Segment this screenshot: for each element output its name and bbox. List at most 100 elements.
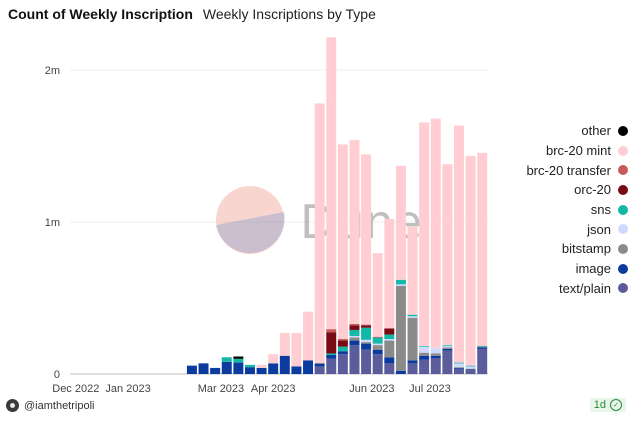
bar-segment-image[interactable] [210,367,221,374]
bar-segment-bitstamp[interactable] [349,337,360,341]
bar-segment-json[interactable] [442,345,453,348]
bar-segment-image[interactable] [453,367,464,369]
bar-segment-brc-20-mint[interactable] [395,165,406,280]
bar-segment-sns[interactable] [221,357,232,362]
bar-segment-brc-20-mint[interactable] [279,332,290,356]
bar-segment-orc-20[interactable] [326,332,337,354]
bar-segment-brc-20-mint[interactable] [291,332,302,367]
bar-segment-json[interactable] [465,366,476,369]
bar-segment-brc-20-mint[interactable] [465,155,476,366]
bar-segment-json[interactable] [407,316,418,318]
bar-segment-sns[interactable] [233,358,244,363]
bar-segment-image[interactable] [256,367,267,374]
bar-segment-orc-20[interactable] [337,340,348,347]
bar-segment-brc-20-mint[interactable] [326,37,337,330]
bar-segment-sns[interactable] [384,334,395,340]
bar-segment-other[interactable] [233,356,244,359]
legend-item[interactable]: other [500,121,628,141]
bar-segment-brc-20-mint[interactable] [256,364,267,368]
bar-segment-brc-20-mint[interactable] [430,118,441,349]
bar-segment-sns[interactable] [477,345,488,347]
bar-segment-image[interactable] [326,355,337,359]
bar-segment-brc-20-mint[interactable] [314,103,325,364]
bar-segment-bitstamp[interactable] [442,347,453,349]
bar-segment-brc-20-transfer[interactable] [326,329,337,333]
bar-segment-image[interactable] [314,363,325,367]
bar-segment-json[interactable] [384,339,395,341]
author-link[interactable]: @iamthetripoli [6,399,94,412]
bar-segment-json[interactable] [372,343,383,346]
bar-segment-json[interactable] [430,348,441,354]
legend-item[interactable]: json [500,219,628,239]
bar-segment-sns[interactable] [453,362,464,364]
bar-segment-brc-20-mint[interactable] [442,164,453,346]
legend-item[interactable]: text/plain [500,279,628,299]
bar-segment-bitstamp[interactable] [395,285,406,371]
bar-segment-sns[interactable] [337,346,348,352]
bar-segment-image[interactable] [198,363,209,374]
bar-segment-sns[interactable] [349,329,360,336]
legend-item[interactable]: orc-20 [500,180,628,200]
bar-segment-brc-20-mint[interactable] [407,226,418,315]
bar-segment-brc-20-transfer[interactable] [337,339,348,341]
bar-segment-text-plain[interactable] [465,370,476,374]
bar-segment-bitstamp[interactable] [477,346,488,348]
bar-segment-brc-20-transfer[interactable] [361,324,372,326]
bar-segment-image[interactable] [465,369,476,371]
bar-segment-bitstamp[interactable] [465,368,476,370]
bar-segment-text-plain[interactable] [337,354,348,374]
bar-segment-brc-20-mint[interactable] [419,122,430,346]
bar-segment-brc-20-mint[interactable] [337,144,348,340]
bar-segment-sns[interactable] [361,327,372,340]
bar-segment-text-plain[interactable] [361,349,372,374]
bar-segment-image[interactable] [442,348,453,351]
bar-segment-image[interactable] [233,362,244,374]
bar-segment-json[interactable] [395,284,406,286]
bar-segment-json[interactable] [453,363,464,368]
bar-segment-orc-20[interactable] [361,325,372,328]
bar-segment-bitstamp[interactable] [453,367,464,368]
bar-segment-text-plain[interactable] [442,350,453,374]
bar-segment-image[interactable] [337,351,348,355]
bar-segment-sns[interactable] [326,353,337,355]
bar-segment-json[interactable] [361,339,372,343]
bar-segment-brc-20-mint[interactable] [268,354,279,364]
bar-segment-text-plain[interactable] [419,359,430,374]
legend-item[interactable]: brc-20 mint [500,141,628,161]
bar-segment-brc-20-transfer[interactable] [372,336,383,338]
bar-segment-image[interactable] [221,361,232,374]
bar-segment-image[interactable] [361,343,372,350]
bar-segment-brc-20-mint[interactable] [361,154,372,325]
bar-segment-json[interactable] [349,336,360,338]
bar-segment-brc-20-mint[interactable] [477,152,488,346]
bar-segment-text-plain[interactable] [384,363,395,374]
bar-segment-image[interactable] [244,367,255,374]
bar-segment-image[interactable] [477,347,488,349]
bar-segment-brc-20-mint[interactable] [303,311,314,361]
bar-segment-image[interactable] [372,349,383,355]
bar-segment-bitstamp[interactable] [419,352,430,356]
bar-segment-brc-20-mint[interactable] [384,218,395,329]
legend-item[interactable]: brc-20 transfer [500,160,628,180]
bar-segment-sns[interactable] [372,337,383,344]
bar-segment-text-plain[interactable] [349,345,360,374]
bar-segment-orc-20[interactable] [349,325,360,330]
bar-segment-text-plain[interactable] [372,354,383,374]
bar-segment-image[interactable] [268,363,279,374]
bar-segment-image[interactable] [419,355,430,360]
bar-segment-sns[interactable] [395,279,406,285]
bar-segment-bitstamp[interactable] [361,342,372,344]
bar-segment-image[interactable] [279,355,290,374]
bar-segment-brc-20-mint[interactable] [349,139,360,324]
bar-segment-sns[interactable] [465,365,476,367]
bar-segment-bitstamp[interactable] [407,317,418,361]
bar-segment-sns[interactable] [419,345,430,347]
bar-segment-text-plain[interactable] [453,368,464,374]
bar-segment-bitstamp[interactable] [372,345,383,350]
bar-segment-json[interactable] [419,346,430,353]
bar-segment-sns[interactable] [244,364,255,368]
bar-segment-image[interactable] [384,357,395,364]
bar-segment-image[interactable] [407,360,418,364]
legend-item[interactable]: sns [500,200,628,220]
bar-segment-bitstamp[interactable] [384,340,395,358]
